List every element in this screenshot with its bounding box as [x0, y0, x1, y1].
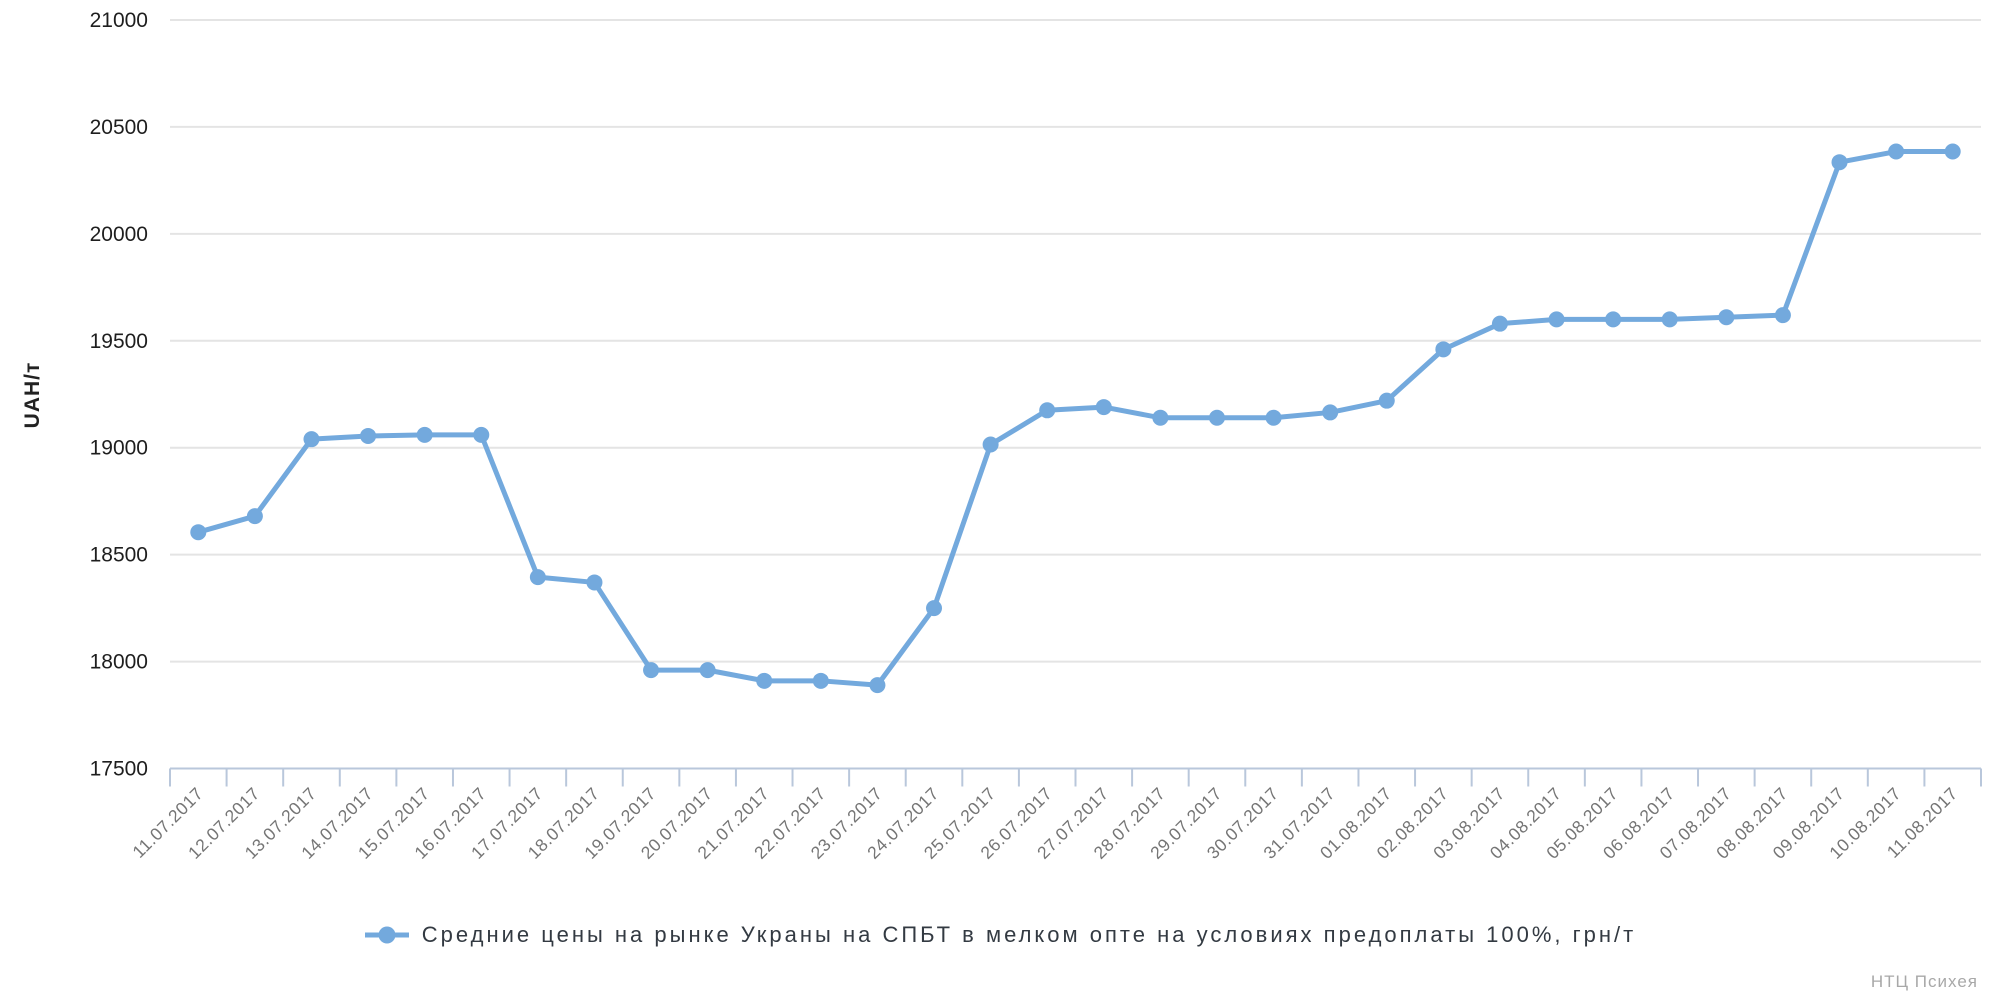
y-tick-label: 19000 [90, 437, 148, 460]
y-tick-label: 19500 [90, 330, 148, 353]
data-point[interactable] [926, 600, 943, 617]
data-point[interactable] [416, 426, 433, 443]
data-point[interactable] [360, 427, 377, 444]
data-point[interactable] [982, 436, 999, 453]
data-point[interactable] [586, 574, 603, 591]
data-point[interactable] [1548, 311, 1565, 328]
data-point[interactable] [699, 662, 716, 679]
legend-marker-icon [364, 926, 409, 944]
y-tick-label: 17500 [90, 758, 148, 781]
data-point[interactable] [190, 524, 207, 541]
data-point[interactable] [1888, 143, 1905, 160]
data-point[interactable] [1491, 315, 1508, 332]
data-point[interactable] [1435, 341, 1452, 358]
legend[interactable]: Средние цены на рынке Украны на СПБТ в м… [0, 922, 2000, 948]
y-tick-label: 18500 [90, 544, 148, 567]
legend-label: Средние цены на рынке Украны на СПБТ в м… [421, 922, 1637, 947]
data-point[interactable] [869, 677, 886, 694]
data-point[interactable] [1944, 143, 1961, 160]
watermark: НТЦ Психея [1870, 972, 1978, 991]
data-point[interactable] [812, 672, 829, 689]
y-tick-label: 20500 [90, 116, 148, 139]
data-point[interactable] [246, 508, 263, 525]
y-tick-label: 18000 [90, 651, 148, 674]
data-point[interactable] [529, 569, 546, 586]
data-point[interactable] [1378, 392, 1395, 409]
data-point[interactable] [303, 431, 320, 448]
data-point[interactable] [1831, 154, 1848, 171]
data-point[interactable] [1152, 409, 1169, 426]
data-point[interactable] [1095, 399, 1112, 416]
price-line [195, 149, 1956, 688]
data-point[interactable] [756, 672, 773, 689]
data-point[interactable] [1605, 311, 1622, 328]
y-tick-label: 20000 [90, 223, 148, 246]
data-point[interactable] [1039, 402, 1056, 419]
data-point[interactable] [1265, 409, 1282, 426]
data-point[interactable] [1774, 307, 1791, 324]
data-point[interactable] [1661, 311, 1678, 328]
y-tick-label: 21000 [90, 9, 148, 32]
data-point[interactable] [1718, 309, 1735, 326]
data-point[interactable] [1322, 404, 1339, 421]
data-point[interactable] [643, 662, 660, 679]
data-point[interactable] [1208, 409, 1225, 426]
data-point[interactable] [473, 426, 490, 443]
